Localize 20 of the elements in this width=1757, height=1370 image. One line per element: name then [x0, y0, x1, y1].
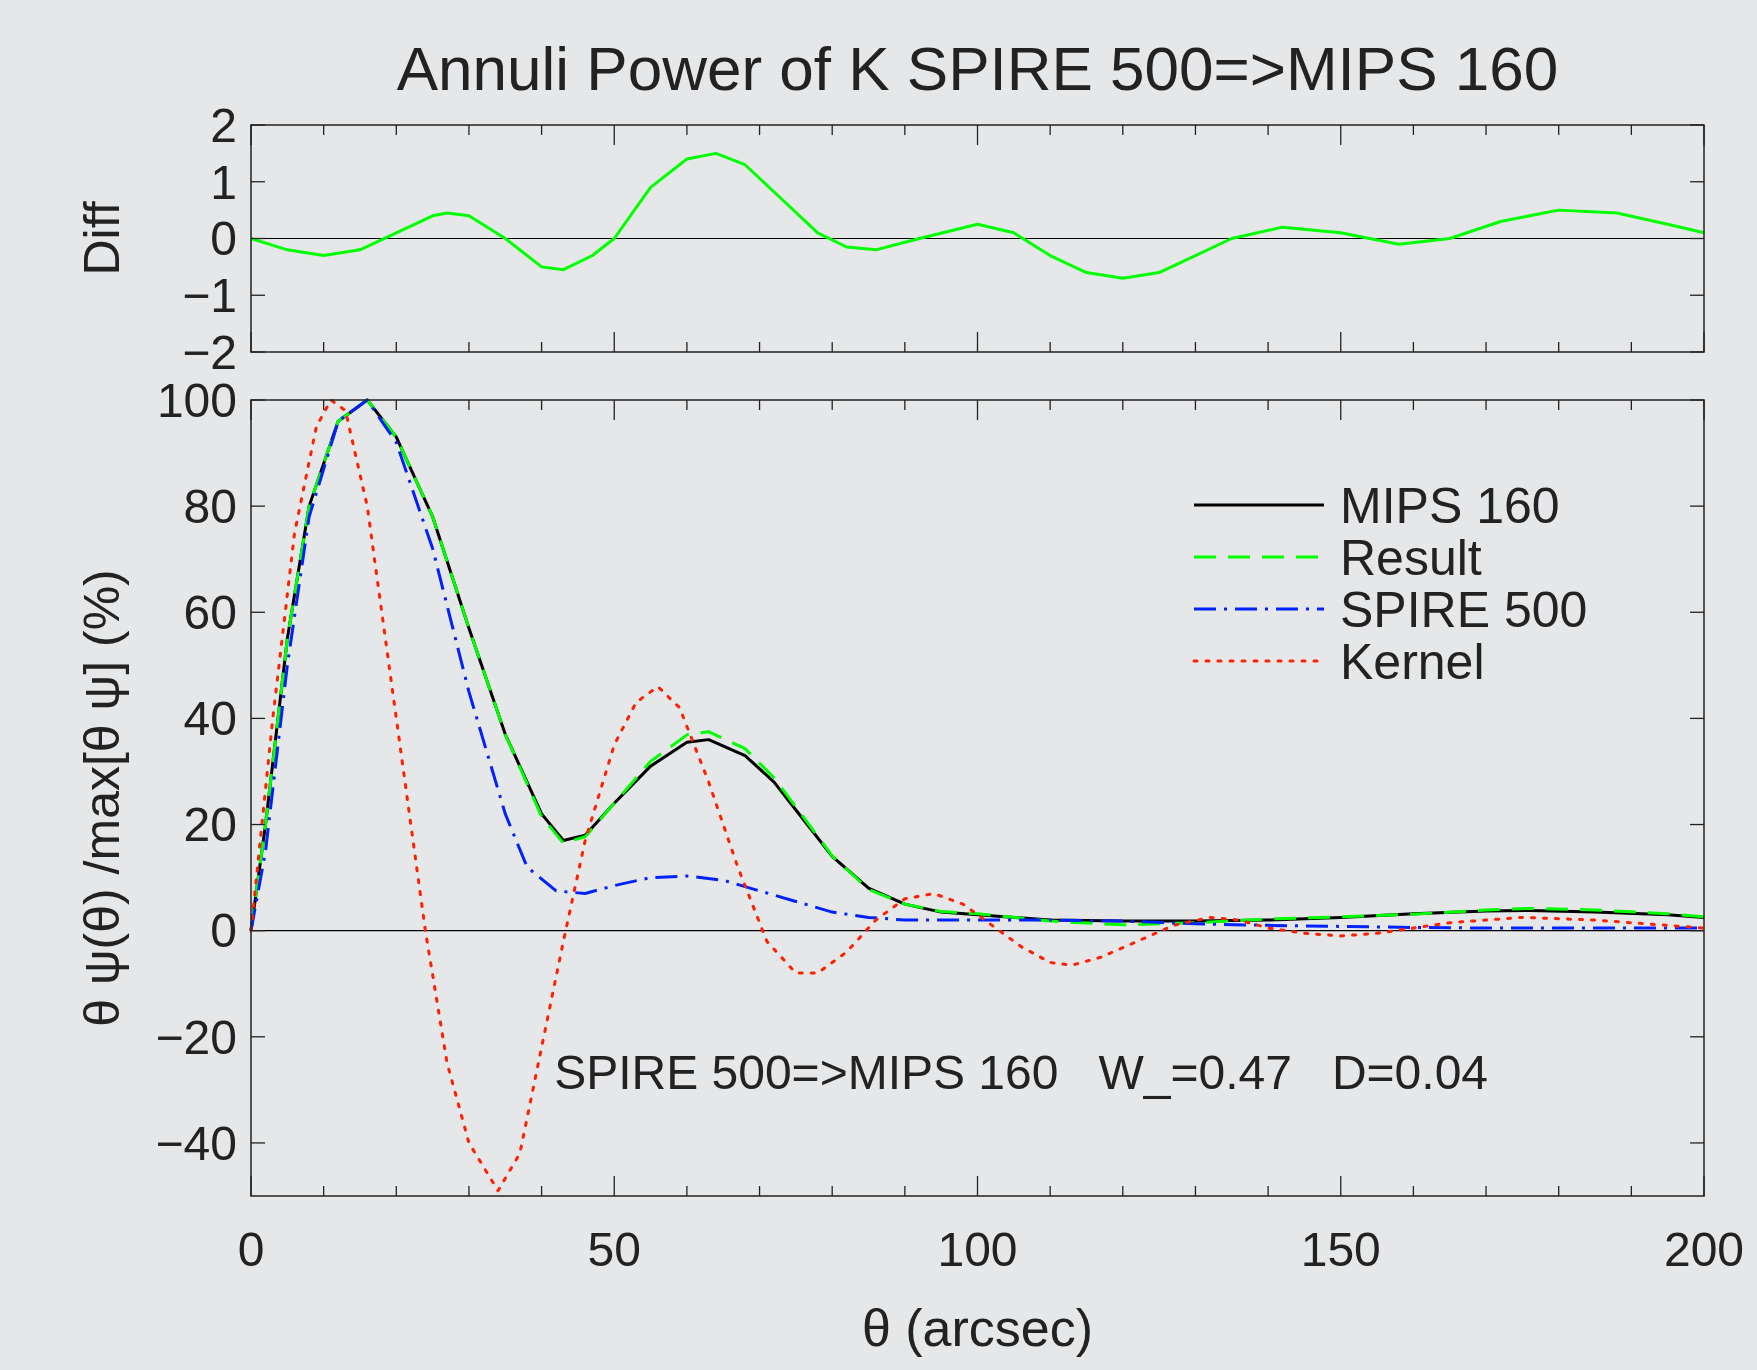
y-tick-label: −20	[155, 1010, 237, 1064]
y-tick-label: 40	[183, 692, 237, 746]
y-tick-label: 20	[183, 798, 237, 852]
y-tick-label: 60	[183, 586, 237, 640]
x-axis-title: θ (arcsec)	[861, 1299, 1094, 1357]
y-tick-label: 1	[210, 155, 237, 209]
y-tick-label: 0	[210, 904, 237, 958]
annotation: SPIRE 500=>MIPS 160 W_=0.47 D=0.04	[554, 1046, 1489, 1099]
x-tick-label: 200	[1663, 1223, 1745, 1276]
x-tick-label: 100	[937, 1223, 1018, 1276]
x-tick-label: 50	[587, 1223, 641, 1276]
y-axis-title: θ ψ(θ) /max[θ ψ] (%)	[73, 569, 130, 1027]
y-tick-label: 80	[183, 479, 237, 533]
y-axis-title: Diff	[73, 201, 130, 276]
y-tick-label: −1	[182, 269, 237, 323]
x-tick-label: 150	[1300, 1223, 1381, 1276]
y-tick-label: −40	[155, 1116, 237, 1170]
y-tick-label: 0	[210, 212, 237, 266]
chart-title: Annuli Power of K SPIRE 500=>MIPS 160	[396, 34, 1559, 103]
y-tick-label: 2	[210, 98, 237, 152]
